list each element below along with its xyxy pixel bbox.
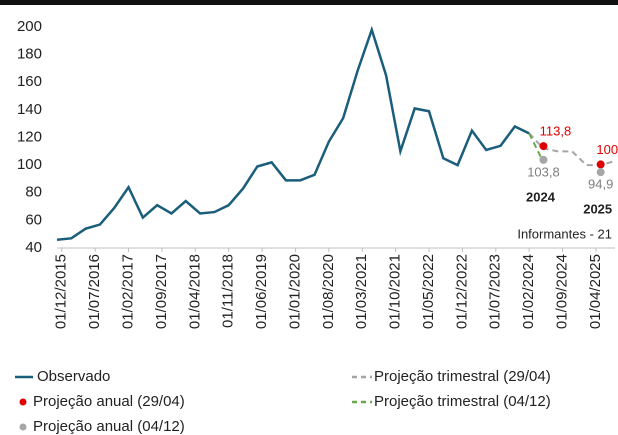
legend-label: Projeção anual (29/04) <box>33 393 185 410</box>
legend-label: Projeção trimestral (04/12) <box>374 393 551 410</box>
data-label: 100,5 <box>596 142 618 157</box>
x-tick-label: 01/11/2018 <box>220 254 237 328</box>
y-tick-label: 120 <box>17 128 42 145</box>
point <box>596 168 605 177</box>
x-tick-label: 01/05/2022 <box>420 254 437 329</box>
x-tick-label: 01/10/2021 <box>387 254 404 329</box>
data-label: 103,8 <box>527 164 560 179</box>
x-tick-label: 01/08/2020 <box>320 254 337 329</box>
y-tick-label: 180 <box>17 46 42 63</box>
data-label: 113,8 <box>540 124 572 139</box>
x-tick-label: 01/02/2017 <box>120 254 137 329</box>
x-tick-label: 01/02/2024 <box>520 254 537 329</box>
x-tick-label: 01/04/2025 <box>587 254 604 329</box>
point <box>596 160 605 169</box>
y-tick-label: 80 <box>25 184 42 201</box>
x-tick-label: 01/01/2020 <box>286 254 303 329</box>
point <box>539 155 548 164</box>
y-tick-label: 60 <box>25 211 42 228</box>
x-tick-label: 01/09/2024 <box>554 254 571 329</box>
dashed-line <box>528 132 545 163</box>
x-tick-label: 01/12/2022 <box>453 254 470 329</box>
legend-symbol <box>19 398 27 406</box>
year-label: 2024 <box>526 189 556 204</box>
y-tick-label: 200 <box>17 18 42 35</box>
annotation: Informantes - 21 <box>517 226 612 241</box>
y-tick-label: 40 <box>25 239 42 256</box>
legend-symbol <box>19 423 27 431</box>
x-tick-label: 01/07/2023 <box>487 254 504 329</box>
y-tick-label: 100 <box>17 156 42 173</box>
legend-label: Observado <box>37 368 110 385</box>
data-label: 94,9 <box>588 177 613 192</box>
y-tick-label: 140 <box>17 101 42 118</box>
point <box>539 142 548 151</box>
x-tick-label: 01/07/2016 <box>86 254 103 329</box>
top-bar <box>0 0 618 5</box>
year-label: 2025 <box>583 202 612 217</box>
legend-label: Projeção trimestral (29/04) <box>374 368 551 385</box>
x-tick-label: 01/12/2015 <box>53 254 70 329</box>
y-tick-label: 160 <box>17 73 42 90</box>
x-tick-label: 01/03/2021 <box>353 254 370 329</box>
line <box>56 25 530 241</box>
x-tick-label: 01/09/2017 <box>153 254 170 329</box>
x-tick-label: 01/06/2019 <box>253 254 270 329</box>
x-tick-label: 01/04/2018 <box>186 254 203 329</box>
legend-label: Projeção anual (04/12) <box>33 418 185 435</box>
